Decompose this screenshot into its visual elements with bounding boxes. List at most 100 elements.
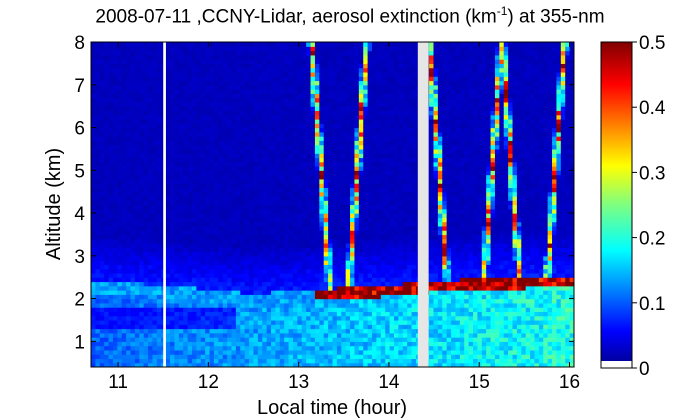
heatmap-cell — [279, 93, 285, 99]
heatmap-cell — [112, 290, 118, 295]
heatmap-cell — [240, 358, 246, 364]
heatmap-cell — [165, 110, 171, 116]
heatmap-cell — [222, 251, 228, 257]
heatmap-cell — [354, 332, 360, 338]
heatmap-cell — [174, 349, 180, 355]
heatmap-cell — [354, 50, 360, 56]
heatmap-cell — [310, 221, 316, 227]
heatmap-cell — [121, 54, 127, 60]
heatmap-cell — [104, 298, 110, 304]
heatmap-cell — [156, 345, 162, 351]
heatmap-cell — [222, 123, 228, 129]
heatmap-cell — [112, 362, 118, 367]
heatmap-cell — [288, 268, 294, 274]
heatmap-cell — [205, 166, 211, 171]
heatmap-cell — [209, 349, 215, 355]
heatmap-cell — [314, 46, 320, 52]
heatmap-cell — [341, 89, 347, 94]
heatmap-cell — [323, 127, 329, 133]
heatmap-cell — [112, 319, 118, 325]
heatmap-cell — [178, 114, 184, 120]
heatmap-cell — [297, 290, 303, 295]
heatmap-cell — [301, 290, 307, 295]
heatmap-cell — [143, 123, 149, 129]
heatmap-cell — [345, 294, 351, 300]
heatmap-cell — [187, 80, 193, 86]
heatmap-cell — [91, 217, 96, 223]
heatmap-cell — [165, 114, 171, 120]
heatmap-cell — [231, 272, 237, 278]
heatmap-cell — [213, 67, 219, 73]
heatmap-cell — [205, 153, 211, 159]
heatmap-cell — [200, 187, 206, 193]
heatmap-cell — [288, 251, 294, 257]
heatmap-cell — [178, 337, 184, 342]
heatmap-cell — [209, 140, 215, 146]
heatmap-cell — [104, 157, 110, 163]
heatmap-cell — [288, 294, 294, 300]
heatmap-cell — [244, 238, 250, 244]
heatmap-cell — [257, 272, 263, 278]
heatmap-cell — [253, 358, 259, 364]
heatmap-cell — [249, 157, 255, 163]
heatmap-cell — [196, 311, 202, 317]
heatmap-cell — [178, 144, 184, 150]
heatmap-cell — [350, 238, 356, 244]
heatmap-cell — [148, 268, 154, 274]
heatmap-cell — [244, 354, 250, 360]
heatmap-cell — [178, 230, 184, 236]
heatmap-cell — [196, 54, 202, 60]
heatmap-cell — [314, 63, 320, 69]
heatmap-cell — [143, 131, 149, 137]
heatmap-cell — [358, 200, 364, 206]
heatmap-cell — [104, 328, 110, 334]
heatmap-cell — [257, 183, 263, 188]
heatmap-cell — [121, 71, 127, 77]
heatmap-cell — [99, 140, 105, 146]
heatmap-cell — [372, 114, 378, 120]
heatmap-cell — [112, 277, 118, 283]
heatmap-cell — [271, 337, 277, 342]
heatmap-cell — [301, 174, 307, 180]
heatmap-cell — [112, 97, 118, 103]
heatmap-cell — [108, 285, 114, 291]
heatmap-cell — [235, 298, 241, 304]
heatmap-cell — [367, 93, 373, 99]
heatmap-cell — [178, 157, 184, 163]
heatmap-cell — [376, 345, 382, 351]
heatmap-cell — [284, 225, 290, 231]
heatmap-cell — [376, 174, 382, 180]
heatmap-cell — [187, 76, 193, 82]
heatmap-cell — [95, 213, 101, 218]
heatmap-cell — [235, 174, 241, 180]
heatmap-cell — [148, 71, 154, 77]
heatmap-cell — [376, 213, 382, 218]
heatmap-cell — [336, 362, 342, 367]
heatmap-cell — [91, 97, 96, 103]
heatmap-cell — [112, 307, 118, 313]
heatmap-cell — [156, 268, 162, 274]
heatmap-cell — [279, 332, 285, 338]
heatmap-cell — [319, 234, 325, 240]
heatmap-cell — [297, 195, 303, 201]
heatmap-cell — [244, 170, 250, 176]
heatmap-cell — [143, 255, 149, 261]
heatmap-cell — [310, 238, 316, 244]
heatmap-cell — [372, 272, 378, 278]
heatmap-cell — [178, 84, 184, 90]
heatmap-cell — [196, 50, 202, 56]
heatmap-cell — [372, 46, 378, 52]
heatmap-cell — [306, 302, 312, 308]
heatmap-cell — [358, 354, 364, 360]
heatmap-cell — [345, 195, 351, 201]
heatmap-cell — [376, 247, 382, 253]
heatmap-cell — [227, 332, 233, 338]
heatmap-cell — [341, 332, 347, 338]
heatmap-cell — [196, 272, 202, 278]
heatmap-cell — [240, 174, 246, 180]
heatmap-cell — [91, 277, 96, 283]
heatmap-cell — [358, 140, 364, 146]
heatmap-cell — [367, 332, 373, 338]
heatmap-cell — [271, 204, 277, 210]
heatmap-cell — [275, 242, 281, 248]
